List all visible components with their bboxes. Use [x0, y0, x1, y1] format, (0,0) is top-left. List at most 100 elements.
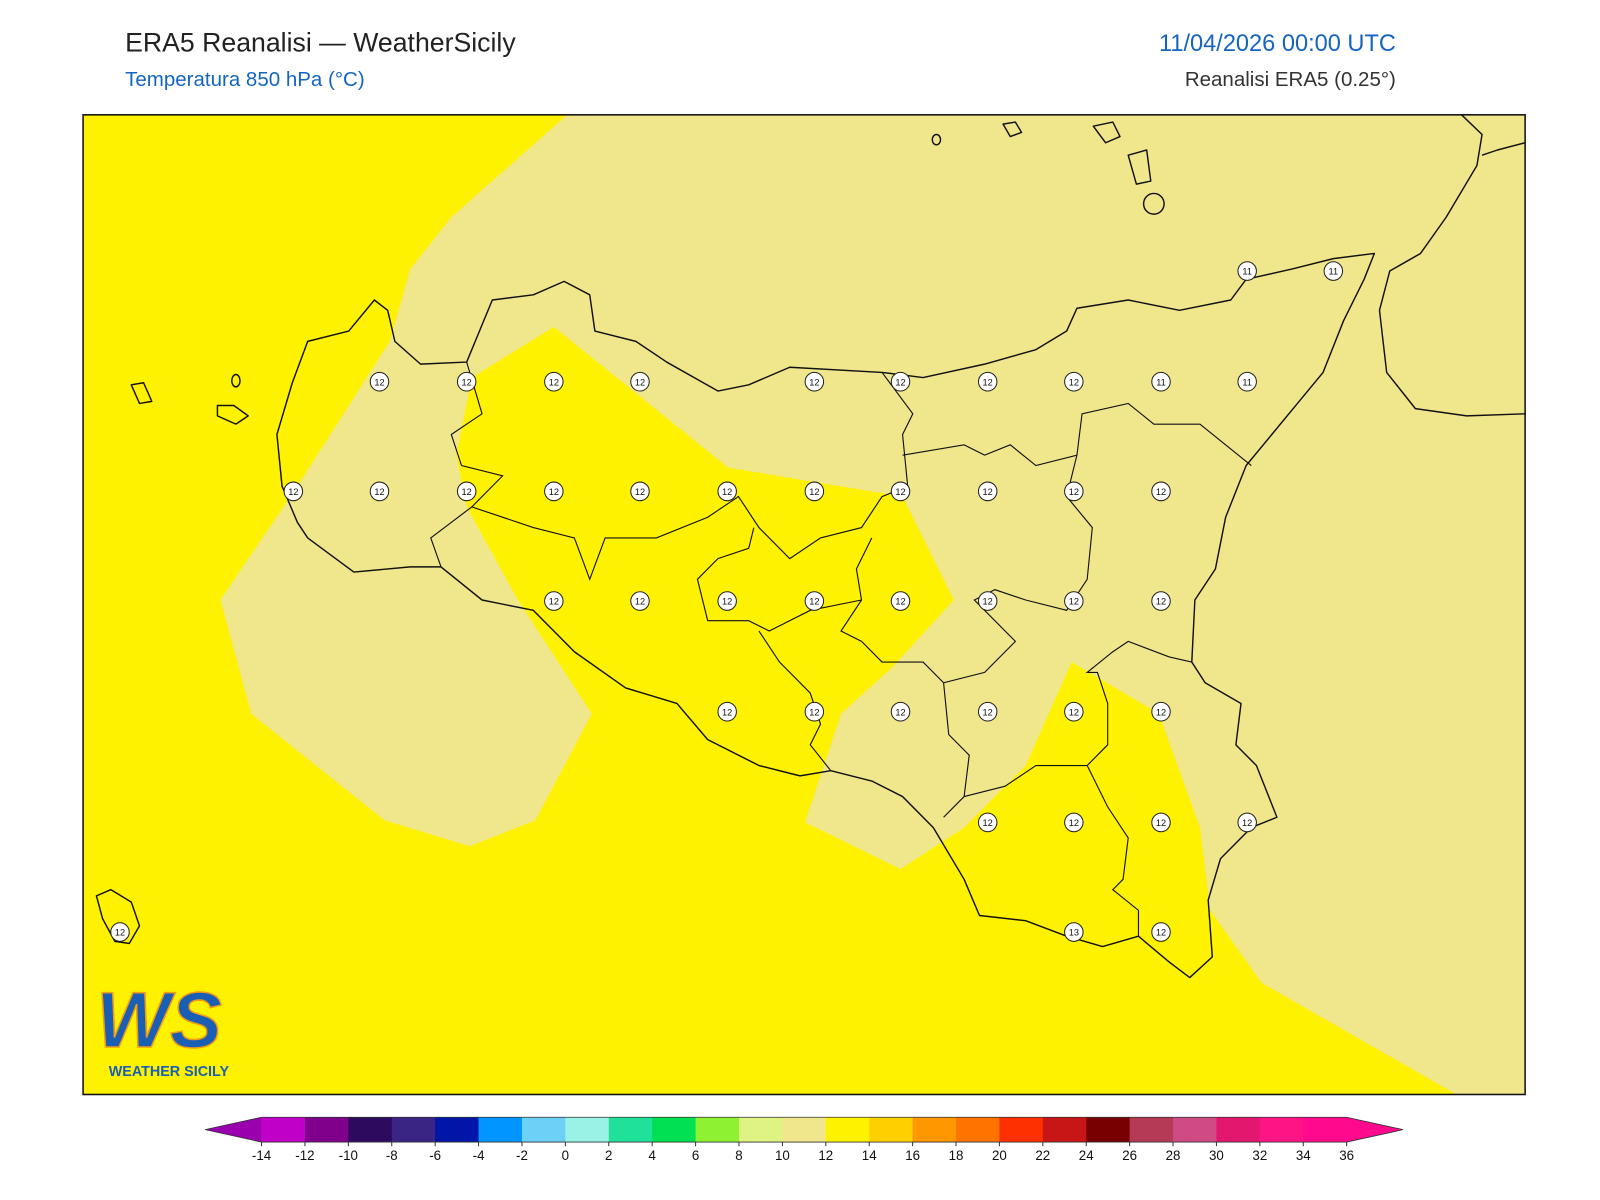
station-marker [1064, 812, 1084, 833]
station-marker [977, 701, 998, 722]
colorbar-tick-label: 30 [1209, 1148, 1224, 1163]
colorbar-tick-label: 2 [605, 1148, 612, 1163]
colorbar-segment [1086, 1117, 1131, 1143]
colorbar-segment [1129, 1117, 1174, 1143]
station-value: 12 [374, 377, 384, 387]
station-value: 12 [895, 377, 905, 387]
colorbar-segment [695, 1117, 740, 1143]
station-marker [804, 701, 825, 722]
colorbar-tick-label: 16 [905, 1148, 920, 1163]
station-marker [890, 481, 911, 502]
colorbar-tick-label: 14 [862, 1148, 877, 1163]
colorbar-segment [304, 1117, 349, 1143]
station-value: 12 [115, 928, 125, 938]
station-value: 11 [1156, 377, 1166, 387]
colorbar-segment [738, 1117, 783, 1143]
colorbar-under [205, 1117, 262, 1143]
colorbar-segment [478, 1117, 523, 1143]
colorbar-segment [782, 1117, 827, 1143]
station-value: 12 [983, 707, 993, 717]
map-frame [82, 114, 1526, 1096]
station-value: 12 [722, 597, 732, 607]
station-value: 11 [1242, 377, 1252, 387]
coastline-calabria [1378, 114, 1526, 417]
colorbar-segment [652, 1117, 697, 1143]
colorbar-tick-label: 18 [949, 1148, 964, 1163]
station-marker [1151, 481, 1171, 502]
station-marker [1151, 591, 1171, 611]
logo-mark: WS [96, 976, 222, 1064]
station-marker [1064, 922, 1084, 942]
station-marker [1237, 261, 1257, 281]
station-marker [977, 481, 998, 502]
station-value: 12 [1156, 707, 1166, 717]
station-value: 12 [809, 487, 819, 497]
station-value: 13 [1069, 928, 1079, 938]
colorbar-tick-label: 4 [648, 1148, 656, 1163]
logo: WS WEATHER SICILY [96, 975, 230, 1080]
colorbar-segment [608, 1117, 653, 1143]
colorbar-segment [912, 1117, 957, 1143]
station-marker [1151, 812, 1171, 833]
colorbar-tick-label: -10 [339, 1148, 358, 1163]
station-value: 12 [1069, 707, 1079, 717]
station-value: 12 [635, 487, 645, 497]
station-value: 12 [895, 597, 905, 607]
title: ERA5 Reanalisi — WeatherSicily [125, 27, 516, 57]
station-value: 12 [549, 487, 559, 497]
station-value: 12 [549, 377, 559, 387]
station-marker [544, 481, 564, 502]
station-value: 12 [635, 377, 645, 387]
colorbar-segment [1042, 1117, 1087, 1143]
station-marker [369, 371, 390, 392]
station-value: 12 [549, 597, 559, 607]
colorbar-segment [825, 1117, 870, 1143]
colorbar-tick-label: 8 [735, 1148, 742, 1163]
station-value: 12 [1069, 377, 1079, 387]
station-marker [977, 591, 998, 611]
station-marker [456, 481, 477, 502]
station-marker [717, 481, 737, 502]
station-marker [1064, 701, 1084, 722]
colorbar-tick-label: 36 [1339, 1148, 1354, 1163]
station-marker [544, 371, 564, 392]
station-marker [456, 371, 477, 392]
station-value: 12 [722, 487, 732, 497]
logo-name: WEATHER SICILY [109, 1064, 230, 1080]
colorbar-segment [1216, 1117, 1261, 1143]
station-value: 12 [635, 597, 645, 607]
station-marker [804, 591, 825, 611]
station-value: 12 [1156, 487, 1166, 497]
station-marker [369, 481, 390, 502]
station-marker [1237, 812, 1257, 833]
station-value: 12 [983, 377, 993, 387]
station-marker [630, 481, 650, 502]
station-marker [630, 371, 650, 392]
station-marker [977, 371, 998, 392]
station-marker [544, 591, 564, 611]
station-marker [890, 371, 911, 392]
station-value: 12 [1242, 818, 1252, 828]
station-marker [1237, 371, 1257, 392]
station-marker [717, 701, 737, 722]
subtitle: Temperatura 850 hPa (°C) [125, 68, 365, 91]
islands [95, 121, 1165, 945]
station-marker [977, 812, 998, 833]
colorbar-segment [435, 1117, 480, 1143]
colorbar-tick-label: -12 [295, 1148, 314, 1163]
station-marker [283, 481, 304, 502]
station-value: 12 [1069, 487, 1079, 497]
station-value: 12 [1156, 597, 1166, 607]
colorbar-segment [391, 1117, 436, 1143]
colorbar-tick-label: -2 [516, 1148, 528, 1163]
colorbar: -14 -12 -10 -8 -6 -4 -2 0 2 4 6 8 10 12 14 16 18 20 22 24 26… [205, 1116, 1404, 1163]
station-value: 12 [809, 707, 819, 717]
station-value: 12 [462, 377, 472, 387]
station-value: 11 [1242, 267, 1252, 277]
colorbar-over [1346, 1117, 1404, 1143]
station-value: 12 [809, 597, 819, 607]
station-marker [1064, 481, 1084, 502]
colorbar-tick-label: 20 [992, 1148, 1007, 1163]
